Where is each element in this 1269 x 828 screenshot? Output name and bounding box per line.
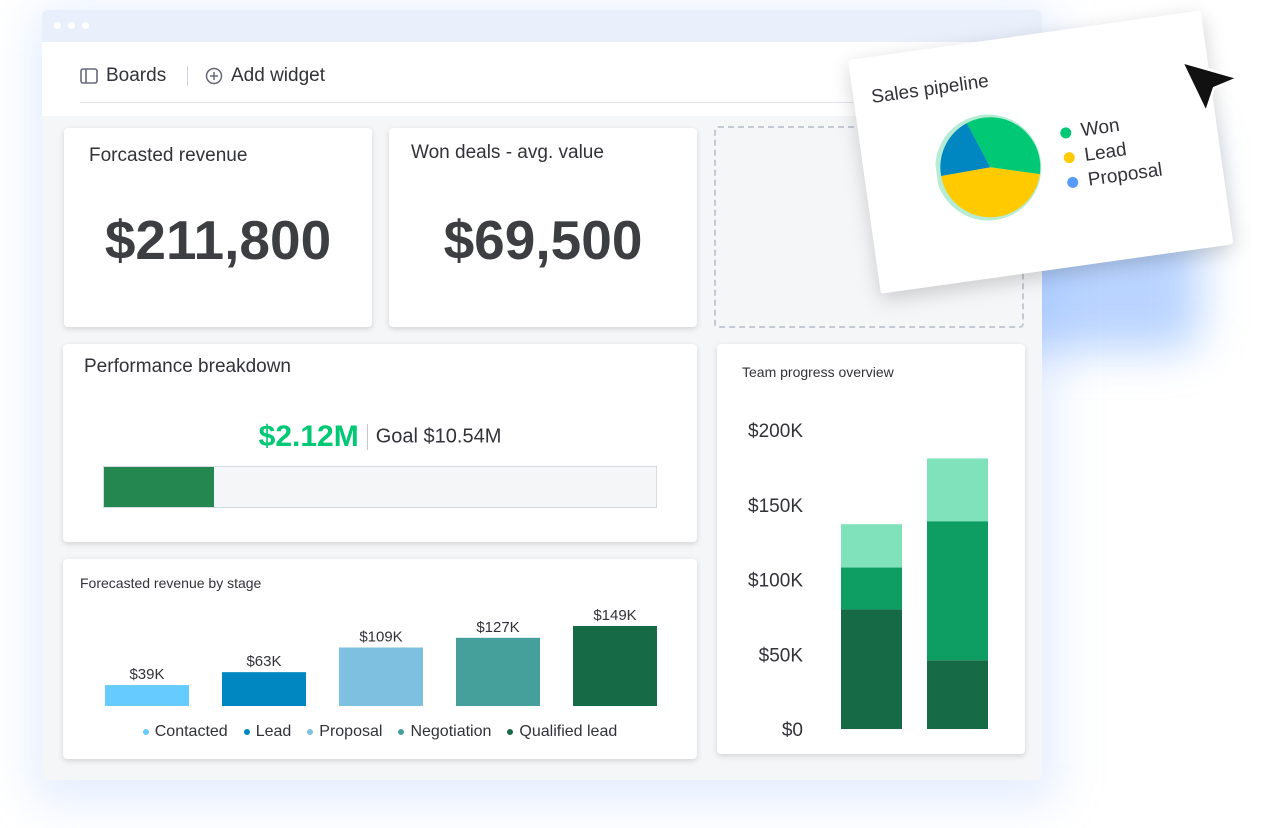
stage-bar-negotiation <box>456 637 540 706</box>
toolbar-divider-line <box>80 102 1042 103</box>
boards-icon <box>80 68 98 84</box>
toolbar-divider <box>187 66 188 86</box>
legend-dot <box>398 729 405 735</box>
stage-bar-qualified-lead <box>573 626 657 706</box>
dashboard-window: Boards Add widget Forcasted revenue $211… <box>42 10 1042 780</box>
stacked-bar-segment <box>927 521 988 661</box>
y-axis-tick-label: $200K <box>748 421 803 442</box>
won-deals-value: $69,500 <box>443 209 643 271</box>
legend-dot-won <box>1059 126 1072 140</box>
chart-title: Forecasted revenue by stage <box>80 575 262 591</box>
pie-chart-svg <box>935 114 1042 221</box>
stacked-bar-segment <box>841 609 902 729</box>
revenue-by-stage-card[interactable]: Forecasted revenue by stage $39K $63K $109… <box>63 559 697 759</box>
pie-slice-proposal <box>940 123 991 176</box>
card-title: Forcasted revenue <box>89 145 248 166</box>
stage-bar-lead <box>222 672 306 706</box>
boards-button[interactable]: Boards <box>80 62 166 90</box>
progress-bar <box>103 466 657 508</box>
stage-bar-value-label: $63K <box>246 653 281 670</box>
legend-label: Lead <box>255 723 292 740</box>
performance-summary: $2.12M Goal $10.54M <box>63 420 697 454</box>
window-dot <box>68 22 75 29</box>
stage-bar-value-label: $109K <box>359 628 402 645</box>
stage-legend-item: Negotiation <box>398 723 491 741</box>
performance-goal: Goal $10.54M <box>375 425 502 448</box>
stage-bar-proposal <box>339 647 423 706</box>
y-axis-tick-label: $150K <box>748 496 803 517</box>
legend-dot <box>507 729 514 735</box>
window-dot <box>54 22 61 29</box>
forecasted-revenue-card[interactable]: Forcasted revenue $211,800 <box>64 128 372 327</box>
y-axis-tick-label: $50K <box>759 645 804 666</box>
boards-label: Boards <box>106 65 167 86</box>
stage-bar-value-label: $127K <box>476 619 519 636</box>
legend-label: Negotiation <box>410 723 492 740</box>
legend-label: Qualified lead <box>519 723 618 740</box>
add-widget-label: Add widget <box>231 65 326 86</box>
performance-amount: $2.12M <box>258 420 359 453</box>
y-axis-tick-label: $0 <box>782 720 803 741</box>
stacked-bar-segment <box>841 567 902 610</box>
legend-label: Proposal <box>319 723 383 740</box>
card-title: Won deals - avg. value <box>411 142 604 163</box>
won-deals-card[interactable]: Won deals - avg. value $69,500 <box>389 128 697 327</box>
stacked-bar-segment <box>927 660 988 729</box>
pie-legend: Won Lead Proposal <box>1059 108 1165 196</box>
popup-title: Sales pipeline <box>870 70 991 108</box>
revenue-by-stage-legend: Contacted Lead Proposal Negotiation Qualifie… <box>63 723 697 741</box>
stacked-bar-segment <box>927 458 988 522</box>
stage-legend-item: Proposal <box>307 723 382 741</box>
window-dot <box>82 22 89 29</box>
pie-slice-lead <box>941 167 1040 218</box>
stacked-bar-segment <box>841 524 902 568</box>
stage-bar-value-label: $39K <box>129 666 164 683</box>
legend-dot <box>243 729 250 735</box>
performance-breakdown-card[interactable]: Performance breakdown $2.12M Goal $10.54M <box>63 344 697 542</box>
y-axis-tick-label: $100K <box>748 571 803 592</box>
revenue-by-stage-chart: $39K $63K $109K $127K $149K <box>105 607 657 706</box>
legend-label: Contacted <box>154 723 228 740</box>
stage-legend-item: Lead <box>243 723 292 741</box>
forecasted-revenue-value: $211,800 <box>104 209 332 271</box>
sales-pipeline-popup[interactable]: Sales pipeline Won Lead Proposal <box>848 10 1234 294</box>
chart-title: Team progress overview <box>742 364 894 380</box>
team-progress-chart: $200K $150K $100K $50K $0 <box>748 421 988 741</box>
stage-legend-item: Contacted <box>142 723 228 741</box>
legend-dot-lead <box>1063 151 1076 164</box>
legend-dot <box>142 729 149 735</box>
pie-slice-won <box>966 117 1041 175</box>
add-circle-icon <box>205 67 223 85</box>
card-title: Performance breakdown <box>84 356 291 377</box>
stage-bar-value-label: $149K <box>593 607 636 624</box>
stage-legend-item: Qualified lead <box>507 723 617 741</box>
legend-dot <box>307 729 314 735</box>
window-titlebar <box>42 10 1042 42</box>
add-widget-button[interactable]: Add widget <box>205 62 325 90</box>
sales-pipeline-pie <box>929 106 1051 228</box>
legend-dot-proposal <box>1066 176 1079 189</box>
stage-bar-contacted <box>105 685 189 706</box>
progress-bar-fill <box>104 467 215 507</box>
mouse-pointer-icon <box>1180 60 1240 114</box>
team-progress-card[interactable]: Team progress overview $200K $150K $100K $5… <box>717 344 1025 754</box>
